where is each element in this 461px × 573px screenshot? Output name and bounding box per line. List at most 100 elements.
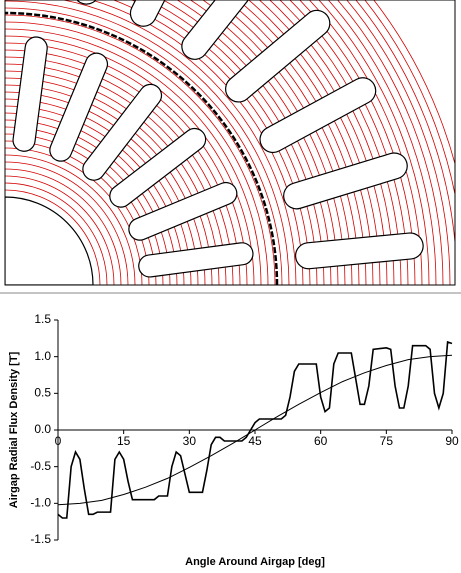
flux-line [5,91,199,285]
x-tick-label: 15 [117,434,131,448]
x-axis-title: Angle Around Airgap [deg] [185,556,325,568]
rotor-slot [138,242,254,278]
flux-line [247,0,381,285]
y-tick-label: 1.0 [34,349,51,363]
flux-line [5,182,108,285]
flux-line [5,49,241,285]
flux-line [5,70,220,285]
flux-line [5,112,178,285]
flux-line [5,168,122,285]
y-tick-label: 1.5 [34,312,51,326]
y-tick-label: 0.0 [34,422,51,436]
flux-line [5,21,269,285]
flux-line [90,0,304,285]
y-tick-label: 0.5 [34,386,51,400]
flux-line [337,0,444,285]
flux-line [5,105,185,285]
flux-line [5,28,262,285]
flux-line [5,98,192,285]
stator-slot [259,77,377,154]
flux-plot [5,0,455,285]
stator-slot-shape [283,152,408,210]
flux-line [214,0,360,285]
flux-line [5,63,227,285]
y-tick-label: -1.0 [30,496,51,510]
rotor-slot-shape [138,242,254,278]
stator-slot [72,0,128,5]
flux-line [176,0,339,285]
stator-slot-shape [259,77,377,154]
flux-line [258,0,388,285]
y-axis-title: Airgap Radial Flux Density [T] [8,351,20,508]
flux-line [5,147,143,285]
flux-line [279,0,402,285]
rotor-slot [128,181,238,241]
x-tick-label: 45 [248,434,262,448]
flux-line [5,0,290,285]
flux-line [5,126,164,285]
flux-line [5,154,136,285]
flux-line [318,0,430,285]
flux-line [5,7,283,285]
rotor-slot-shape [109,127,207,208]
flux-line [61,0,297,285]
x-tick-label: 75 [380,434,394,448]
shaft [5,196,94,285]
stator-slot [225,9,331,103]
stator-slot [283,152,408,210]
flux-line [5,189,101,285]
flux-line [147,0,325,285]
flux-line [5,56,234,285]
flux-line [189,0,346,285]
y-tick-label: -0.5 [30,459,51,473]
flux-line [346,0,451,285]
flux-line [112,0,311,285]
flux-line [308,0,423,285]
flux-line [299,0,416,285]
rotor-slot [49,52,109,162]
x-tick-label: 30 [183,434,197,448]
flux-line [130,0,318,285]
flux-line [5,119,171,285]
stator-slot [129,0,204,27]
flux-line [5,35,255,285]
airgap [5,11,279,285]
series-line [57,354,453,506]
flux-line [237,0,374,285]
flux-line [5,133,157,285]
rotor-slot-shape [12,36,48,152]
x-tick-label: 0 [55,434,62,448]
stator-slot-shape [129,0,204,27]
flux-line [5,42,248,285]
flux-line [5,84,206,285]
flux-line [364,0,455,197]
stator-slot [181,0,272,60]
flux-plot-frame [4,0,456,286]
rotor-slot [109,127,207,208]
flux-line [5,140,150,285]
rotor-slot-shape [49,52,109,162]
flux-line [327,0,437,285]
stator-slot-shape [225,9,331,103]
x-tick-label: 60 [314,434,328,448]
stator-slot [294,232,424,270]
y-tick-label: -1.5 [30,532,51,546]
rotor-slot [12,36,48,152]
stator-slot-shape [181,0,272,60]
flux-line [162,0,332,285]
series-line [57,340,453,519]
rotor-slot [82,83,163,181]
flux-line [5,175,115,285]
rotor-slot-shape [82,83,163,181]
flux-line [355,0,455,248]
rotor-slot-shape [128,181,238,241]
flux-line [5,77,213,285]
stator-slot-shape [72,0,128,5]
flux-line [5,161,129,285]
flux-line [225,0,367,285]
flux-line [5,14,276,285]
x-tick-label: 90 [445,434,459,448]
flux-line [269,0,395,285]
